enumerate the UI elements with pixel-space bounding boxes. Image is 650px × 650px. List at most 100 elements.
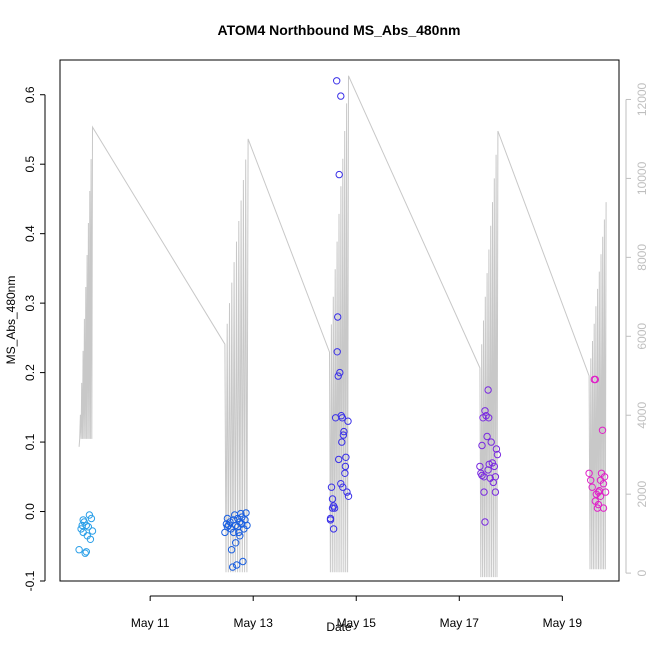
data-point-series-2 bbox=[335, 170, 343, 179]
data-point-series-3 bbox=[480, 488, 488, 496]
x-axis: May 11 May 13 May 15 May 17 May 19 bbox=[131, 595, 583, 630]
y2-tick-label: 10000 bbox=[635, 161, 649, 195]
data-point-series-2 bbox=[344, 417, 352, 425]
data-point-series-3 bbox=[484, 466, 492, 474]
data-point-series-0 bbox=[87, 514, 96, 523]
data-point-series-3 bbox=[481, 518, 489, 526]
y-tick-label: 0.0 bbox=[23, 503, 37, 520]
data-point-series-2 bbox=[330, 504, 339, 512]
y-tick-label: 0.2 bbox=[23, 364, 37, 381]
x-axis-label: Date bbox=[326, 620, 352, 634]
data-point-series-2 bbox=[334, 372, 342, 380]
data-point-series-1 bbox=[242, 509, 250, 517]
data-point-series-4 bbox=[591, 497, 599, 505]
data-point-series-2 bbox=[336, 368, 344, 377]
data-point-series-2 bbox=[329, 525, 338, 533]
data-point-series-0 bbox=[81, 549, 89, 557]
data-point-series-3 bbox=[481, 407, 489, 415]
data-point-series-2 bbox=[338, 438, 346, 446]
y-tick-label: 0.6 bbox=[23, 86, 37, 103]
data-point-series-4 bbox=[600, 473, 609, 481]
x-tick-label: May 15 bbox=[337, 616, 377, 630]
plot-frame bbox=[59, 59, 620, 582]
data-point-series-2 bbox=[341, 469, 349, 477]
y-tick-label: -0.1 bbox=[23, 570, 37, 591]
y-axis-left: -0.1 0.0 0.1 0.2 0.3 0.4 0.5 0.6 bbox=[23, 86, 46, 591]
data-point-series-1 bbox=[229, 528, 238, 537]
data-point-series-0 bbox=[88, 527, 97, 535]
data-point-series-1 bbox=[237, 509, 245, 518]
data-point-series-0 bbox=[79, 516, 87, 524]
data-point-series-3 bbox=[491, 488, 500, 496]
data-point-series-4 bbox=[588, 483, 596, 491]
y-tick-label: 0.4 bbox=[23, 225, 37, 242]
data-point-series-2 bbox=[337, 480, 345, 488]
data-point-series-2 bbox=[335, 455, 343, 464]
data-point-series-1 bbox=[236, 532, 244, 540]
data-point-series-2 bbox=[328, 504, 337, 512]
y-tick-label: 0.5 bbox=[23, 156, 37, 173]
data-point-series-4 bbox=[594, 488, 603, 496]
secondary-line-layer bbox=[78, 75, 607, 578]
data-point-series-2 bbox=[343, 488, 351, 496]
data-point-series-0 bbox=[82, 548, 91, 556]
data-point-series-1 bbox=[227, 546, 236, 554]
data-point-series-2 bbox=[341, 462, 350, 471]
y2-tick-label: 4000 bbox=[635, 402, 649, 429]
data-point-series-3 bbox=[483, 432, 491, 441]
data-point-series-2 bbox=[340, 427, 348, 436]
data-point-series-3 bbox=[478, 471, 486, 480]
y2-tick-label: 2000 bbox=[635, 480, 649, 507]
data-point-series-3 bbox=[493, 450, 502, 459]
data-point-series-4 bbox=[596, 492, 605, 500]
data-point-series-2 bbox=[333, 348, 341, 356]
data-point-series-0 bbox=[82, 521, 91, 530]
y-tick-label: 0.3 bbox=[23, 294, 37, 311]
y2-tick-label: 8000 bbox=[635, 244, 649, 271]
data-point-series-3 bbox=[485, 414, 493, 422]
y2-tick-label: 6000 bbox=[635, 323, 649, 350]
data-point-series-4 bbox=[599, 504, 608, 512]
data-point-series-2 bbox=[342, 453, 350, 461]
data-point-series-4 bbox=[591, 375, 599, 384]
data-point-series-1 bbox=[235, 528, 243, 537]
y-axis-label: MS_Abs_480nm bbox=[4, 276, 18, 365]
data-point-series-2 bbox=[339, 483, 347, 491]
data-point-series-0 bbox=[85, 511, 94, 519]
data-point-series-3 bbox=[492, 445, 501, 453]
data-point-series-3 bbox=[490, 462, 498, 471]
data-point-series-4 bbox=[601, 488, 610, 496]
data-point-series-0 bbox=[86, 535, 95, 543]
x-tick-label: May 19 bbox=[543, 616, 583, 630]
data-point-series-4 bbox=[599, 480, 608, 488]
y2-tick-label: 12000 bbox=[635, 82, 649, 116]
data-point-series-2 bbox=[327, 483, 336, 491]
y2-tick-label: 0 bbox=[635, 569, 649, 576]
data-point-series-3 bbox=[484, 386, 492, 394]
data-point-series-2 bbox=[339, 431, 348, 439]
data-point-series-2 bbox=[337, 92, 345, 100]
x-tick-label: May 17 bbox=[440, 616, 480, 630]
data-point-series-3 bbox=[476, 462, 484, 471]
data-point-series-2 bbox=[326, 516, 335, 524]
data-point-series-2 bbox=[344, 492, 353, 500]
data-point-series-2 bbox=[328, 495, 337, 503]
data-point-series-0 bbox=[75, 546, 83, 554]
points-layer bbox=[75, 77, 610, 571]
data-point-series-0 bbox=[84, 523, 93, 531]
data-point-series-1 bbox=[239, 557, 247, 566]
data-point-series-4 bbox=[598, 426, 607, 434]
secondary-trace-line bbox=[78, 75, 607, 578]
data-point-series-3 bbox=[491, 473, 500, 481]
y-axis-right: 0 2000 4000 6000 8000 10000 12000 bbox=[625, 82, 649, 576]
data-point-series-1 bbox=[232, 539, 240, 547]
data-point-series-4 bbox=[585, 469, 593, 477]
data-point-series-1 bbox=[243, 521, 251, 530]
data-point-series-2 bbox=[338, 414, 346, 422]
data-point-series-4 bbox=[587, 476, 595, 484]
data-point-series-2 bbox=[334, 313, 342, 321]
data-point-series-1 bbox=[233, 561, 241, 569]
data-point-series-1 bbox=[234, 523, 242, 531]
data-point-series-3 bbox=[478, 441, 486, 450]
data-point-series-1 bbox=[223, 523, 232, 531]
